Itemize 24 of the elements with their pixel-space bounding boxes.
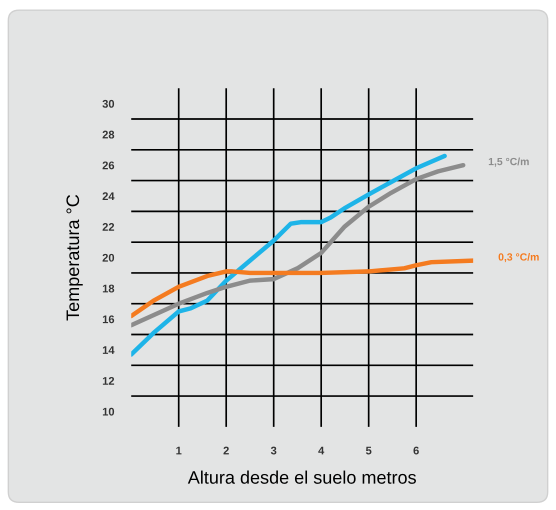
y-tick-label: 16 xyxy=(102,315,114,324)
y-tick-label: 18 xyxy=(102,284,114,292)
x-tick-label: 2 xyxy=(223,446,229,454)
y-tick-label: 14 xyxy=(102,346,114,354)
y-tick-label: 24 xyxy=(102,192,114,200)
text: 1,5 °C/m xyxy=(488,158,529,167)
y-tick-label: 30 xyxy=(102,100,114,108)
x-tick-label: 5 xyxy=(366,446,372,454)
y-tick-label: 22 xyxy=(102,223,114,231)
x-tick-label: 1 xyxy=(176,446,182,454)
x-tick-label: 6 xyxy=(413,446,419,454)
x-tick-label: 3 xyxy=(270,446,276,454)
x-axis-title: Altura desde el suelo metros xyxy=(188,470,416,484)
y-tick-label: 12 xyxy=(102,376,114,385)
text: 0,3 °C/m xyxy=(498,252,539,262)
y-tick-label: 28 xyxy=(102,130,114,139)
line-series xyxy=(131,162,466,328)
x-tick-label: 4 xyxy=(318,446,324,454)
y-tick-label: 20 xyxy=(102,254,114,262)
line-series xyxy=(131,154,447,357)
y-tick-label: 10 xyxy=(102,408,114,416)
y-axis-title: Temperatura °C xyxy=(66,194,83,320)
line-series xyxy=(131,258,474,318)
y-tick-label: 26 xyxy=(102,161,114,170)
